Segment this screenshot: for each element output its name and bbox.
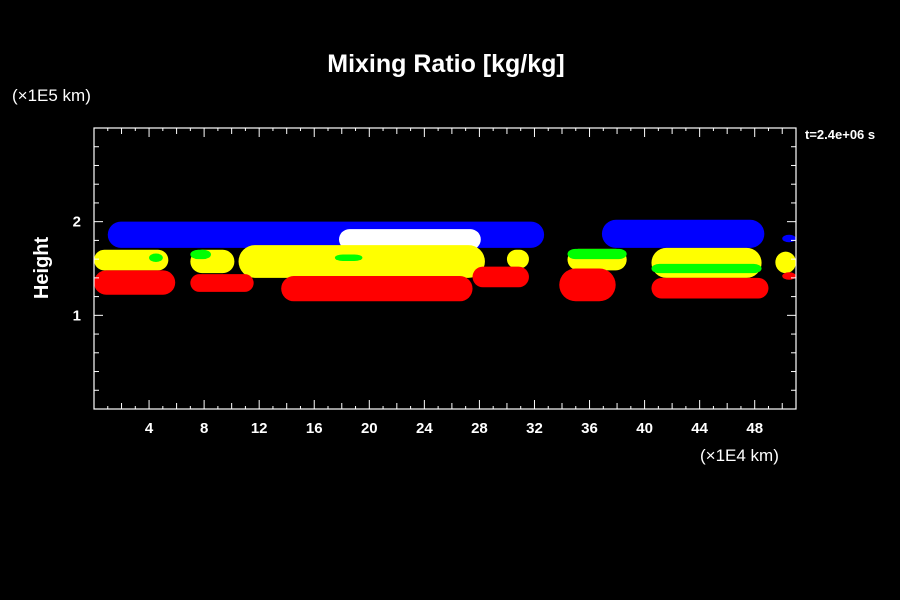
- field-region-red: [472, 266, 529, 288]
- field-region-yellow: [506, 249, 529, 269]
- x-tick-label: 8: [200, 420, 208, 437]
- y-tick-label: 1: [73, 307, 81, 324]
- field-region-white: [339, 229, 481, 250]
- x-tick-label: 16: [306, 420, 323, 437]
- field-region-red: [782, 272, 796, 280]
- plot-frame: [93, 127, 797, 410]
- field-region-red: [190, 274, 254, 292]
- x-tick-label: 20: [361, 420, 378, 437]
- plot-area-fields: [94, 219, 796, 302]
- x-tick-label: 28: [471, 420, 488, 437]
- x-tick-label: 36: [581, 420, 598, 437]
- y-axis-unit-label: (×1E5 km): [12, 86, 91, 105]
- field-region-yellow: [651, 247, 762, 278]
- field-region-green: [651, 263, 762, 274]
- field-region-blue: [782, 234, 796, 243]
- x-tick-label: 48: [746, 420, 763, 437]
- field-region-green: [149, 253, 163, 262]
- x-tick-label: 24: [416, 420, 433, 437]
- field-region-green: [190, 249, 211, 260]
- field-region-red: [559, 268, 616, 302]
- y-axis-label: Height: [31, 237, 53, 300]
- field-region-red: [651, 277, 769, 299]
- field-region-yellow: [775, 251, 796, 274]
- field-region-green: [567, 248, 627, 260]
- field-region-blue: [601, 219, 765, 248]
- field-region-yellow: [238, 245, 485, 278]
- x-tick-label: 4: [145, 420, 154, 437]
- time-label: t=2.4e+06 s: [805, 127, 875, 142]
- field-region-yellow: [94, 249, 169, 271]
- x-tick-label: 44: [691, 420, 708, 437]
- field-region-red: [94, 270, 176, 295]
- x-axis-unit-label: (×1E4 km): [700, 446, 779, 465]
- chart-title: Mixing Ratio [kg/kg]: [327, 50, 565, 78]
- x-tick-label: 32: [526, 420, 543, 437]
- x-tick-label: 40: [636, 420, 653, 437]
- field-region-green: [334, 254, 363, 262]
- y-tick-label: 2: [73, 214, 81, 231]
- x-tick-label: 12: [251, 420, 268, 437]
- field-region-red: [281, 275, 473, 302]
